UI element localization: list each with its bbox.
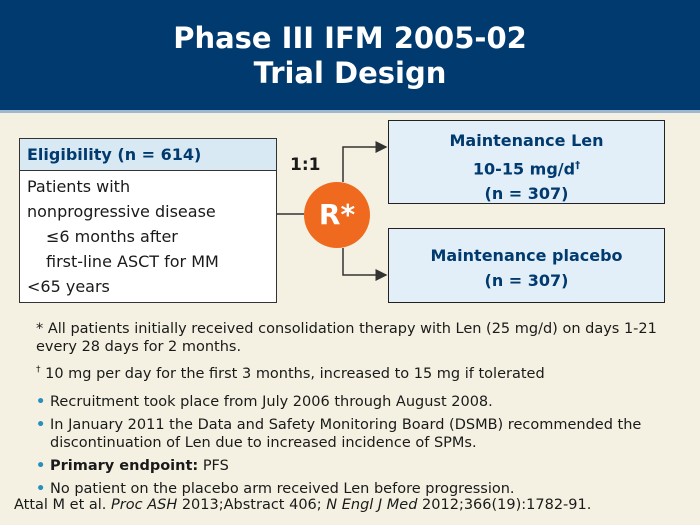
arm-count: (n = 307) xyxy=(484,184,569,204)
bullet-icon: • xyxy=(36,480,46,497)
footnotes-section: * All patients initially received consol… xyxy=(36,320,686,503)
eligibility-line: nonprogressive disease xyxy=(27,202,216,221)
eligibility-heading: Eligibility (n = 614) xyxy=(20,139,276,171)
arm-title: Maintenance placebo xyxy=(430,246,623,265)
randomization-circle: R* xyxy=(304,182,370,248)
footnote-dagger: † 10 mg per day for the first 3 months, … xyxy=(36,365,545,382)
bullet-item: • In January 2011 the Data and Safety Mon… xyxy=(36,416,642,451)
slide-header: Phase III IFM 2005-02 Trial Design xyxy=(0,0,700,110)
bullet-icon: • xyxy=(36,393,46,410)
bullet-icon: • xyxy=(36,457,46,474)
arrow-to-len-arm xyxy=(342,141,388,182)
bullet-icon: • xyxy=(36,416,46,433)
bullet-item: • Primary endpoint: PFS xyxy=(36,457,229,474)
eligibility-criteria: Patients with nonprogressive disease ≤6 … xyxy=(20,171,276,299)
eligibility-line: <65 years xyxy=(27,277,110,296)
eligibility-line: ≤6 months after xyxy=(46,227,178,246)
eligibility-line: Patients with xyxy=(27,177,131,196)
arm-dose: 10-15 mg/d† xyxy=(472,159,581,179)
citation: Attal M et al. Proc ASH 2013;Abstract 40… xyxy=(14,497,592,513)
footnote-star: * All patients initially received consol… xyxy=(36,321,657,355)
arm-title: Maintenance Len xyxy=(449,131,604,150)
bullet-item: • Recruitment took place from July 2006 t… xyxy=(36,393,493,410)
slide-title-line1: Phase III IFM 2005-02 xyxy=(173,21,527,55)
eligibility-box: Eligibility (n = 614) Patients with nonp… xyxy=(19,138,277,303)
bullet-item: • No patient on the placebo arm received … xyxy=(36,480,515,497)
bullet-list: • Recruitment took place from July 2006 t… xyxy=(36,393,686,498)
randomization-ratio: 1:1 xyxy=(290,155,321,175)
arrow-to-placebo-arm xyxy=(342,248,388,281)
len-maintenance-arm: Maintenance Len 10-15 mg/d† (n = 307) xyxy=(388,120,665,204)
dagger-mark: † xyxy=(575,160,581,171)
slide-title-line2: Trial Design xyxy=(253,56,447,90)
placebo-maintenance-arm: Maintenance placebo (n = 307) xyxy=(388,228,665,303)
arm-count: (n = 307) xyxy=(484,271,569,290)
eligibility-line: first-line ASCT for MM xyxy=(46,252,219,271)
header-divider xyxy=(0,110,700,113)
